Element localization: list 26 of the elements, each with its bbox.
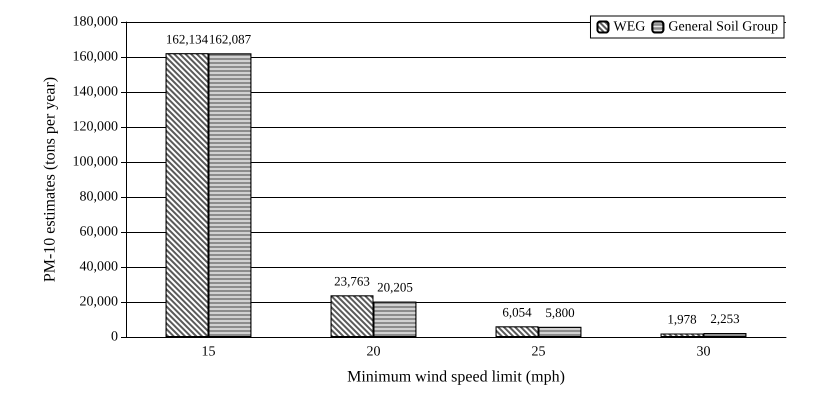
x-tick-label: 30 — [696, 344, 710, 360]
y-tick-label: 120,000 — [72, 120, 118, 134]
y-tick-label: 100,000 — [72, 154, 118, 170]
data-label: 5,800 — [545, 304, 575, 320]
y-tick-label: 40,000 — [80, 260, 118, 274]
legend-label: WEG — [613, 20, 646, 34]
x-tick-label: 20 — [366, 344, 380, 360]
y-axis-title: PM-10 estimates (tons per year) — [42, 76, 58, 282]
x-axis-title: Minimum wind speed limit (mph) — [347, 368, 565, 386]
x-tick-label: 15 — [202, 344, 216, 360]
data-label: 20,205 — [377, 280, 413, 295]
data-label: 6,054 — [502, 304, 532, 320]
data-label: 23,763 — [334, 273, 370, 288]
y-tick-label: 60,000 — [80, 224, 118, 240]
y-tick-label: 140,000 — [72, 84, 118, 100]
x-tick-label: 25 — [532, 344, 546, 360]
y-tick-label: 160,000 — [72, 50, 118, 64]
y-tick-label: 180,000 — [72, 14, 118, 30]
legend-label: General Soil Group — [668, 20, 778, 34]
data-label: 2,253 — [710, 311, 740, 326]
y-tick-label: 0 — [111, 330, 118, 344]
data-label: 162,087 — [208, 31, 252, 46]
data-label: 1,978 — [667, 312, 697, 327]
y-tick-label: 20,000 — [80, 294, 118, 310]
y-tick-label: 80,000 — [80, 190, 118, 204]
data-label: 162,134 — [166, 31, 209, 46]
